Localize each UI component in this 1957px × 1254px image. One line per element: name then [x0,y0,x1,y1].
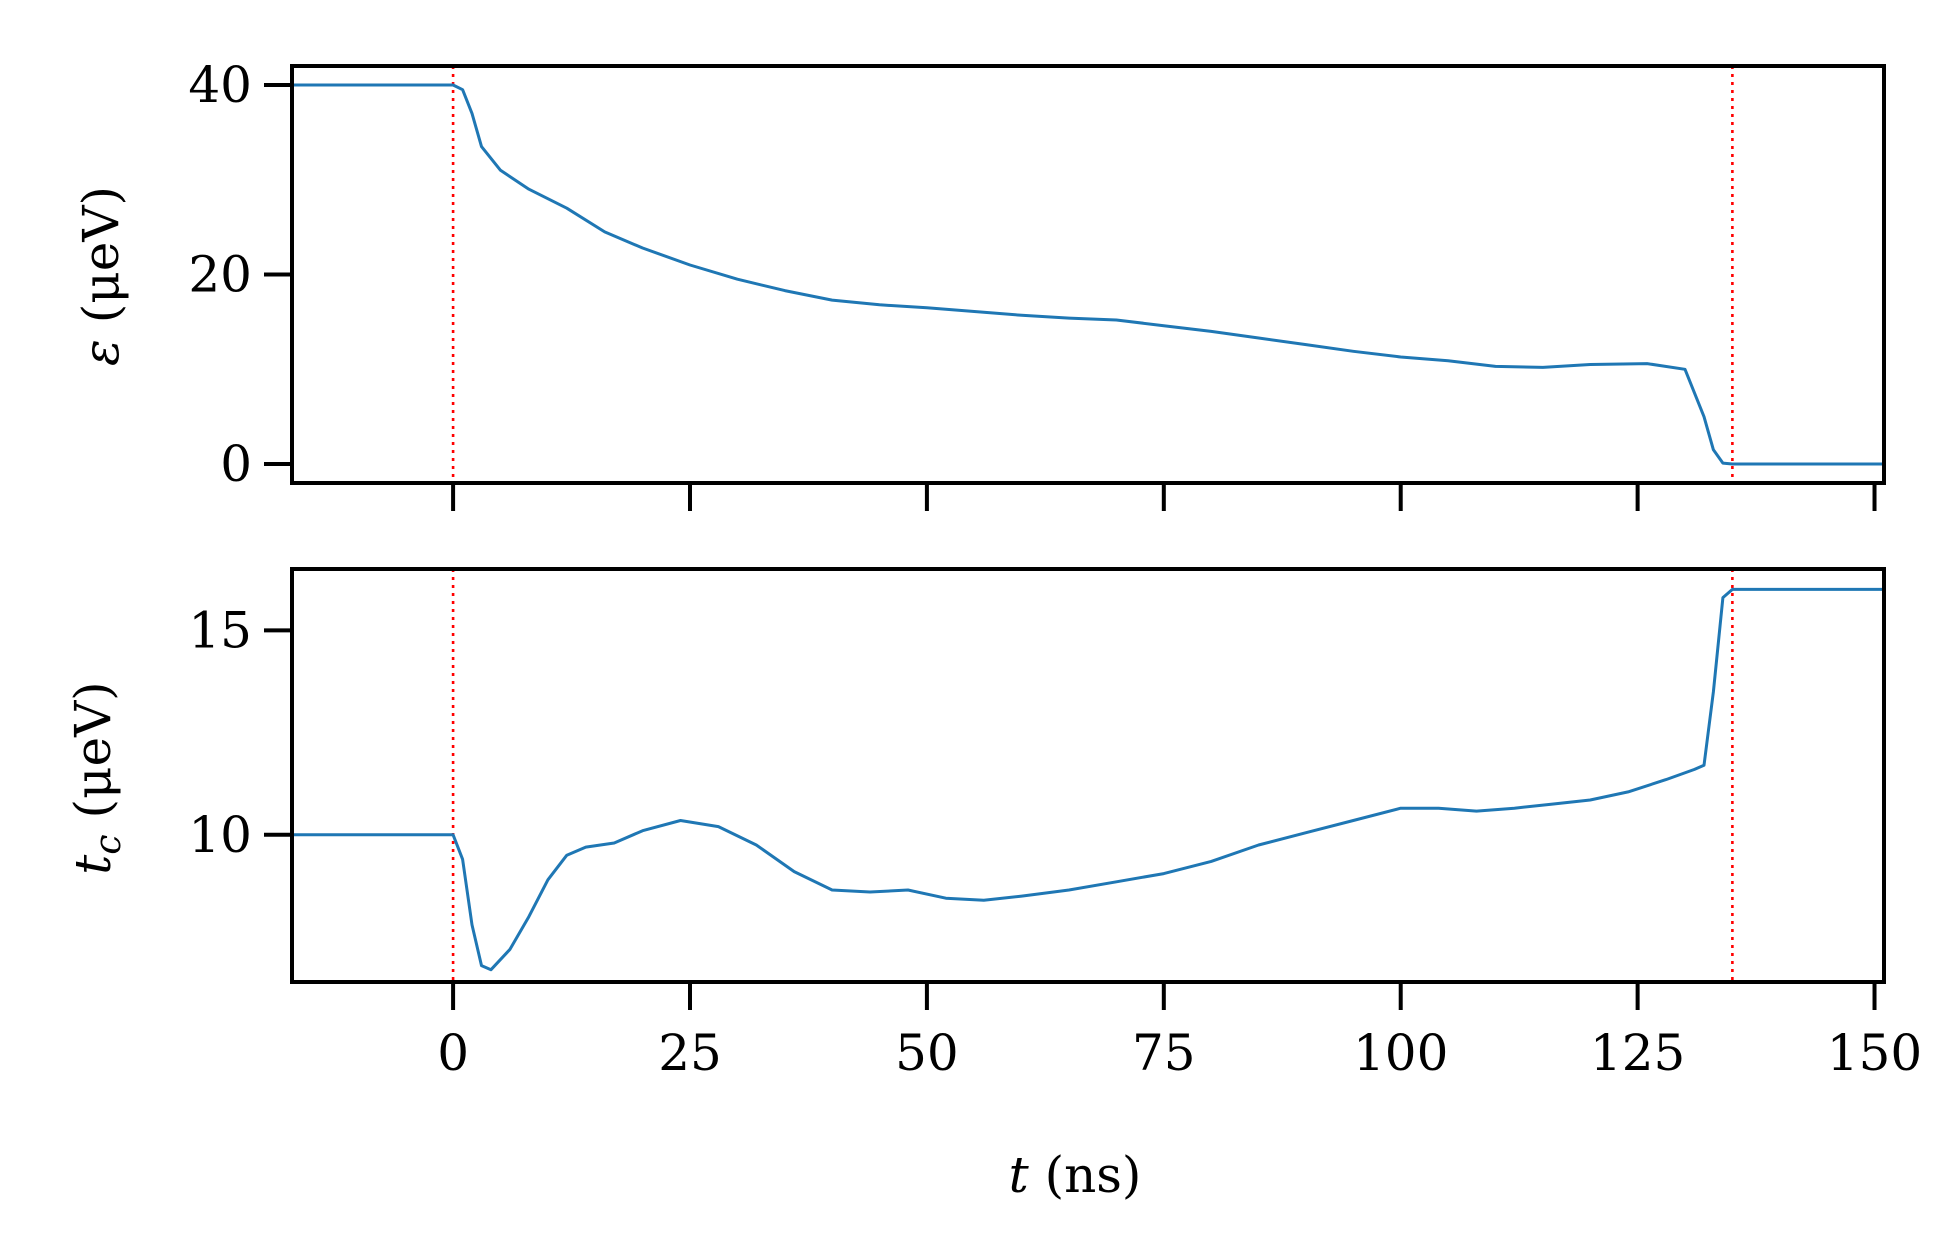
top-vlines [451,66,1734,483]
bottom-vlines [451,569,1734,982]
top-panel: 0 20 40 ε (μeV) [72,56,1886,511]
bottom-x-tick-label-1: 25 [658,1024,722,1082]
top-y-axis-label: ε (μeV) [72,186,130,366]
top-y-tick-label-0: 0 [220,435,252,493]
x-axis-label: t (ns) [1009,1146,1142,1204]
top-ticks: 0 20 40 [188,56,1877,511]
bottom-y-tick-label-0: 10 [188,806,252,864]
bottom-y-axis-label: tc (μeV) [64,681,129,874]
bottom-series-line-0 [290,587,1886,972]
bottom-x-tick-label-5: 125 [1590,1024,1685,1082]
top-series [290,83,1886,466]
bottom-panel: 0 25 50 75 100 125 150 10 15 tc (μeV) t (ns) [64,567,1922,1204]
bottom-x-tick-label-0: 0 [437,1024,469,1082]
bottom-x-tick-label-2: 50 [895,1024,959,1082]
top-y-tick-label-1: 20 [188,246,252,304]
bottom-y-tick-label-1: 15 [188,601,252,659]
top-series-line-0 [290,83,1886,466]
bottom-x-tick-label-3: 75 [1132,1024,1196,1082]
bottom-ticks: 0 25 50 75 100 125 150 10 15 [188,601,1922,1082]
bottom-x-tick-label-4: 100 [1353,1024,1448,1082]
bottom-series [290,587,1886,972]
bottom-x-tick-label-6: 150 [1827,1024,1922,1082]
bottom-plot-frame [290,567,1886,984]
top-y-tick-label-2: 40 [188,56,252,114]
